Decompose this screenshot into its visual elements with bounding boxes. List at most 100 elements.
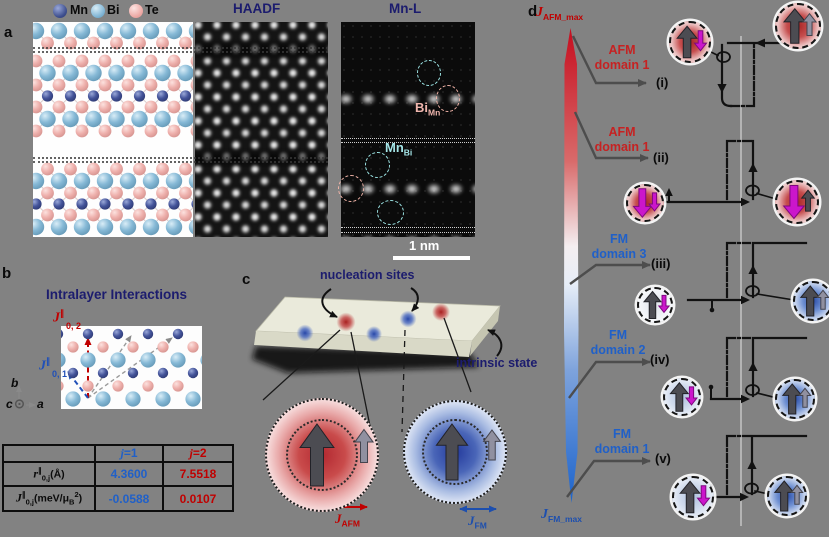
hysteresis-loop-ii <box>662 139 777 207</box>
axis-arrows <box>16 385 36 408</box>
domain-branch-arrows <box>566 35 651 498</box>
spin-arrow-down <box>657 294 671 314</box>
mnl-eels-map <box>341 22 475 237</box>
mn-bi-defect-label: MnBi <box>385 140 413 158</box>
scale-bar <box>393 256 470 260</box>
spin-arrow-down <box>693 30 708 52</box>
spin-arrow-up <box>679 480 701 514</box>
panel-d-label: d <box>528 3 538 20</box>
spin-arrow-up <box>799 285 821 317</box>
hysteresis-loop-iii <box>686 241 808 313</box>
j-fm-max-label: JFM_max <box>541 507 583 524</box>
spin-arrow-up <box>482 428 501 460</box>
spin-arrow-up <box>800 189 816 212</box>
spin-arrow-up <box>773 480 795 512</box>
mn-bi-defect-circle <box>417 60 441 86</box>
nucleation-site-red <box>336 312 356 332</box>
spin-arrow-up <box>816 289 829 310</box>
spin-state-ii-left <box>626 184 664 222</box>
j-gradient-axis <box>564 28 579 503</box>
mn-bi-defect-circle <box>365 152 390 178</box>
gap-guide-line <box>33 156 328 159</box>
branch-label-ii: AFM domain 1 <box>594 125 650 154</box>
spin-arrow-down <box>696 485 711 507</box>
bi-mn-defect-circle <box>436 85 460 112</box>
spin-state-i-left <box>669 21 711 63</box>
table-row-distance-label: r∥0,j(Å) <box>2 461 96 487</box>
mn-layer-band <box>341 228 475 237</box>
intrinsic-state-arrow <box>487 329 503 357</box>
panel-c-label: c <box>242 271 251 288</box>
legend-mn-label: Mn <box>70 3 89 17</box>
j-afm-max-label: JAFM_max <box>536 5 584 22</box>
haadf-title: HAADF <box>233 1 281 16</box>
branch-label-i: AFM domain 1 <box>594 43 650 72</box>
bi-mn-defect-circle <box>338 175 364 202</box>
nucleation-arrow-left <box>321 288 338 318</box>
spin-arrow-up <box>434 422 469 480</box>
spin-state-iii-left <box>637 287 673 323</box>
nucleation-arrow-right <box>410 287 420 312</box>
nucleation-site-red <box>432 303 450 321</box>
panel-b-label: b <box>2 265 12 282</box>
scale-bar-label: 1 nm <box>409 238 440 253</box>
hysteresis-loop-iv <box>708 336 808 404</box>
legend-te-label: Te <box>145 3 159 17</box>
a-axis-label: a <box>37 397 44 411</box>
spin-arrow-up <box>790 484 804 505</box>
nucleation-site-blue <box>296 324 314 342</box>
table-cell: 0.0107 <box>162 485 234 512</box>
bi-mn-defect-label: BiMn <box>415 100 441 118</box>
spin-arrow-up <box>781 383 803 415</box>
domain-wall-circle <box>286 419 358 491</box>
nucleation-sites-label: nucleation sites <box>320 268 415 282</box>
gap-guide-line <box>341 227 475 228</box>
domain-wall-circle <box>422 419 488 485</box>
spin-arrow-down <box>632 188 653 219</box>
spin-arrow-up <box>801 12 818 37</box>
spin-arrow-down <box>685 386 698 406</box>
j02-sublabel: 0, 2 <box>66 321 82 331</box>
gap-guide-line <box>341 137 475 139</box>
gap-guide-line <box>341 231 475 233</box>
intrinsic-state-label: intrinsic state <box>456 356 538 370</box>
spin-arrow-up <box>676 25 698 59</box>
table-header-j2: j=2 <box>162 444 234 463</box>
spin-arrow-up <box>798 387 812 408</box>
spin-arrow-up <box>669 381 690 412</box>
state-numeral-iii: (iii) <box>651 256 671 271</box>
spin-state-iv-right <box>775 379 815 419</box>
spin-arrow-up <box>642 290 662 319</box>
spin-arrow-up <box>782 7 807 44</box>
spin-arrow-up <box>353 428 374 463</box>
spin-state-i-right <box>775 3 821 49</box>
spin-state-v-left <box>672 476 714 518</box>
intralayer-title: Intralayer Interactions <box>46 287 188 302</box>
spin-state-iii-right <box>793 281 829 321</box>
coupling-parameters-table: j=1 j=2 r∥0,j(Å) 4.3600 7.5518 J∥0,j(meV… <box>2 444 234 512</box>
mnl-title: Mn-L <box>389 1 422 16</box>
spin-state-iv-left <box>663 378 701 416</box>
state-numeral-i: (i) <box>656 75 669 90</box>
j01-label: J∥ <box>39 356 51 374</box>
nucleation-site-blue <box>366 326 382 342</box>
branch-label-iii: FM domain 3 <box>591 232 647 261</box>
c-axis-out-of-plane-icon: ⊙ <box>14 396 25 411</box>
table-cell: 4.3600 <box>94 461 164 487</box>
intralayer-lattice-atoms <box>61 328 202 407</box>
spin-state-v-right <box>767 476 807 516</box>
magnification-leader-lines <box>262 317 472 437</box>
haadf-atom-pattern <box>195 22 328 237</box>
branch-label-iv: FM domain 2 <box>590 328 646 357</box>
table-cell: -0.0588 <box>94 485 164 512</box>
afm-domain-magnified-view <box>265 398 379 512</box>
mn-sphere-icon <box>53 4 67 18</box>
branch-label-v: FM domain 1 <box>594 427 650 456</box>
sample-slab <box>252 296 501 373</box>
bi-sphere-icon <box>91 4 105 18</box>
gap-guide-line <box>33 160 328 163</box>
mn-bi-defect-circle <box>377 200 404 225</box>
table-row-coupling-label: J∥0,j(meV/μB2) <box>2 485 96 512</box>
